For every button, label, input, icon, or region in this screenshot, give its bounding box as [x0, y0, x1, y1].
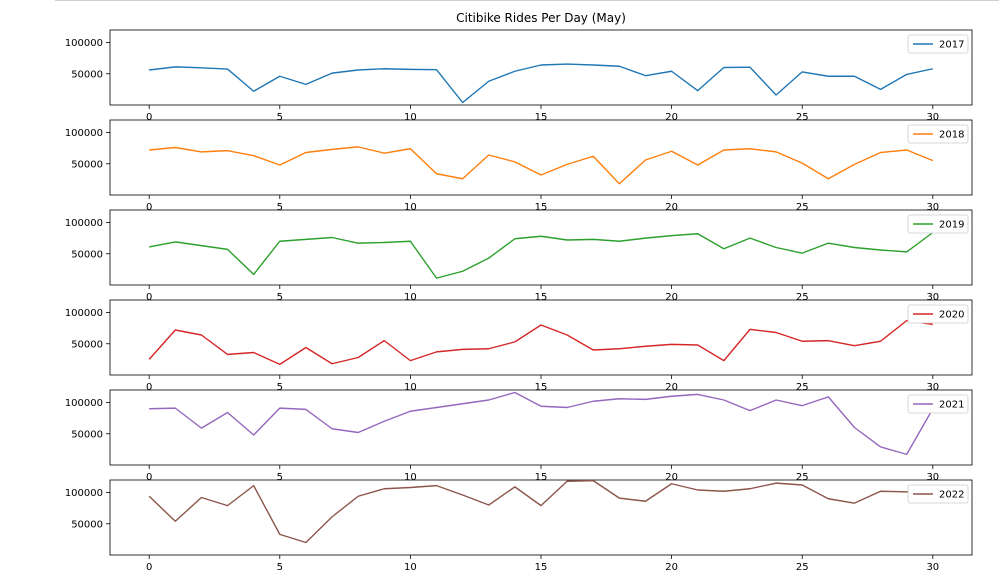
- x-tick-label: 25: [796, 472, 809, 483]
- x-tick-label: 25: [796, 112, 809, 123]
- subplot-2018: 0 5 10 15 20 25 30 50000 100000 2018: [65, 119, 973, 213]
- x-tick-label: 25: [796, 292, 809, 303]
- subplot-2019: 0 5 10 15 20 25 30 50000 100000 2019: [65, 209, 973, 303]
- x-tick-label: 5: [277, 112, 283, 123]
- x-tick-label: 5: [277, 562, 283, 573]
- subplot-2021: 0 5 10 15 20 25 30 50000 100000 2021: [65, 389, 973, 483]
- axes-frame: [109, 479, 973, 556]
- y-tick-label: 100000: [65, 488, 103, 499]
- legend-2019: 2019: [907, 214, 969, 234]
- x-tick-label: 10: [404, 292, 417, 303]
- x-tick-label: 10: [404, 202, 417, 213]
- x-tick-label: 25: [796, 382, 809, 393]
- series-line-2017: [149, 63, 933, 104]
- legend-label: 2021: [939, 400, 964, 411]
- y-tick-label: 50000: [71, 159, 103, 170]
- x-tick-label: 30: [926, 472, 939, 483]
- x-tick-label: 5: [277, 202, 283, 213]
- x-tick-label: 30: [926, 292, 939, 303]
- chart-title: Citibike Rides Per Day (May): [456, 11, 626, 25]
- y-tick-label: 100000: [65, 308, 103, 319]
- legend-2020: 2020: [907, 304, 969, 324]
- x-tick-label: 0: [146, 382, 152, 393]
- x-tick-label: 30: [926, 112, 939, 123]
- x-tick-label: 15: [535, 382, 548, 393]
- y-tick-label: 100000: [65, 38, 103, 49]
- x-tick-label: 0: [146, 472, 152, 483]
- axes-frame: [109, 389, 973, 466]
- y-tick-label: 100000: [65, 128, 103, 139]
- axes-frame: [109, 299, 973, 376]
- x-tick-label: 0: [146, 112, 152, 123]
- x-tick-label: 0: [146, 562, 152, 573]
- x-tick-label: 20: [665, 112, 678, 123]
- x-tick-label: 15: [535, 292, 548, 303]
- x-tick-label: 10: [404, 382, 417, 393]
- legend-box: [907, 304, 969, 324]
- legend-2022: 2022: [907, 484, 969, 504]
- y-tick-label: 50000: [71, 429, 103, 440]
- x-tick-label: 30: [926, 202, 939, 213]
- x-tick-label: 0: [146, 202, 152, 213]
- x-tick-label: 10: [404, 562, 417, 573]
- x-tick-label: 5: [277, 472, 283, 483]
- y-tick-label: 50000: [71, 339, 103, 350]
- x-tick-label: 20: [665, 292, 678, 303]
- legend-box: [907, 484, 969, 504]
- x-tick-label: 20: [665, 202, 678, 213]
- x-tick-label: 10: [404, 472, 417, 483]
- x-tick-label: 0: [146, 292, 152, 303]
- legend-2021: 2021: [907, 394, 969, 414]
- x-tick-label: 15: [535, 112, 548, 123]
- series-line-2022: [148, 479, 933, 544]
- legend-box: [907, 394, 969, 414]
- subplot-2020: 0 5 10 15 20 25 30 50000 100000 2020: [65, 299, 973, 393]
- x-tick-label: 30: [926, 562, 939, 573]
- x-tick-label: 20: [665, 562, 678, 573]
- subplot-2017: 0 5 10 15 20 25 30 50000 100000 2017: [65, 29, 973, 123]
- y-tick-label: 50000: [71, 69, 103, 80]
- axes-frame: [109, 29, 973, 106]
- x-tick-label: 20: [665, 472, 678, 483]
- legend-label: 2019: [939, 220, 964, 231]
- x-tick-label: 20: [665, 382, 678, 393]
- y-tick-label: 50000: [71, 519, 103, 530]
- top-border: [55, 0, 999, 1]
- x-tick-label: 15: [535, 472, 548, 483]
- series-line-2020: [148, 319, 933, 366]
- y-tick-label: 100000: [65, 398, 103, 409]
- x-tick-label: 15: [535, 562, 548, 573]
- legend-label: 2020: [939, 310, 964, 321]
- axes-frame: [109, 119, 973, 196]
- legend-label: 2018: [939, 130, 964, 141]
- axes-frame: [109, 209, 973, 286]
- y-tick-label: 50000: [71, 249, 103, 260]
- x-tick-label: 25: [796, 562, 809, 573]
- x-tick-label: 5: [277, 382, 283, 393]
- legend-box: [907, 214, 969, 234]
- legend-2018: 2018: [907, 124, 969, 144]
- x-tick-label: 10: [404, 112, 417, 123]
- x-tick-label: 15: [535, 202, 548, 213]
- series-line-2019: [149, 231, 934, 279]
- legend-2017: 2017: [907, 34, 969, 54]
- x-tick-label: 5: [277, 292, 283, 303]
- legend-label: 2022: [939, 490, 964, 501]
- x-tick-label: 25: [796, 202, 809, 213]
- legend-box: [907, 34, 969, 54]
- y-tick-label: 100000: [65, 218, 103, 229]
- legend-box: [907, 124, 969, 144]
- series-line-2018: [149, 146, 934, 185]
- subplot-2022: 0 5 10 15 20 25 30 50000 100000 2022: [65, 479, 973, 573]
- x-tick-label: 30: [926, 382, 939, 393]
- legend-label: 2017: [939, 40, 964, 51]
- series-line-2021: [149, 391, 934, 456]
